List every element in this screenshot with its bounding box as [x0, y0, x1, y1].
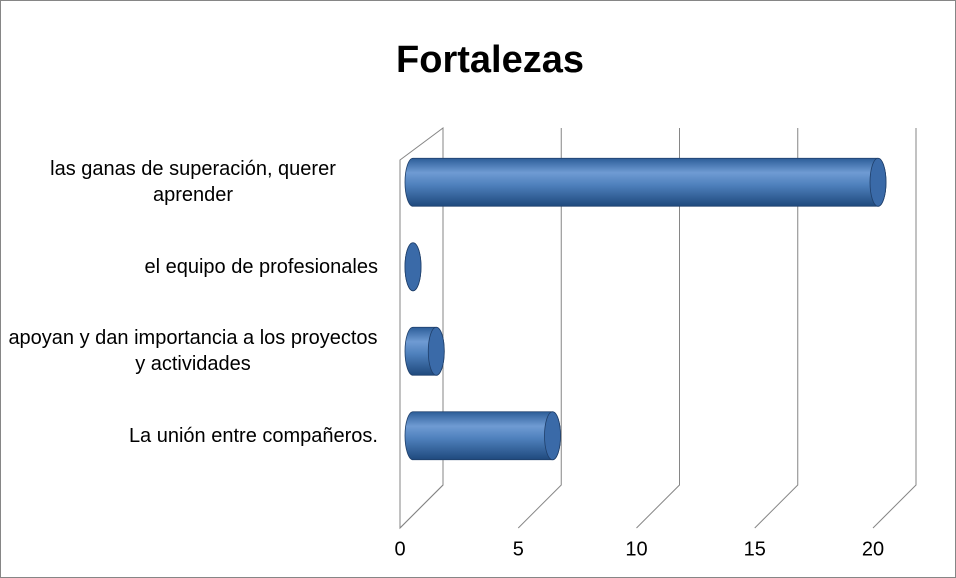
- x-tick-label: 0: [394, 538, 405, 560]
- bar-cap: [869, 157, 887, 207]
- bar: [404, 411, 561, 461]
- x-tick-label: 20: [862, 538, 884, 560]
- grid-line: [872, 128, 917, 529]
- y-tick-label-box: apoyan y dan importancia a los proyectos…: [8, 325, 378, 377]
- bar-cap: [404, 242, 422, 292]
- y-tick-label: el equipo de profesionales: [144, 255, 378, 278]
- y-tick-label-box: el equipo de profesionales: [8, 254, 378, 280]
- bar: [404, 157, 887, 207]
- x-tick-label: 15: [744, 538, 766, 560]
- grid-line: [517, 128, 562, 529]
- bar-cap: [427, 326, 445, 376]
- bar-cap: [544, 411, 561, 461]
- grid-line: [399, 128, 444, 529]
- y-tick-label: apoyan y dan importancia a los proyectos…: [8, 327, 378, 376]
- y-tick-label-box: La unión entre compañeros.: [8, 423, 378, 449]
- x-tick-label: 10: [625, 538, 647, 560]
- grid-line: [636, 128, 680, 529]
- grid-line: [754, 128, 799, 529]
- bar: [404, 242, 422, 292]
- chart-title: Fortalezas: [396, 39, 584, 81]
- bar: [404, 326, 445, 376]
- y-tick-label-box: las ganas de superación, querer aprender: [8, 156, 378, 208]
- bar-body: [404, 411, 561, 461]
- y-tick-label: La unión entre compañeros.: [128, 424, 378, 447]
- y-tick-label: las ganas de superación, querer aprender: [50, 158, 336, 207]
- x-tick-label: 5: [513, 538, 524, 560]
- bar-body: [404, 157, 887, 207]
